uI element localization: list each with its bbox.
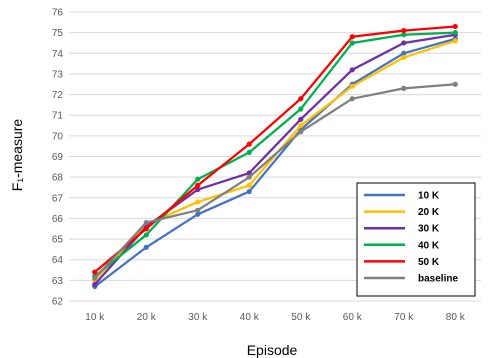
data-point — [452, 38, 458, 44]
x-tick-label: 20 k — [137, 312, 157, 323]
series-line — [94, 31, 456, 278]
x-tick-label: 80 k — [446, 312, 466, 323]
legend-label: 30 K — [418, 224, 440, 235]
data-point — [349, 67, 355, 73]
data-point — [195, 182, 201, 188]
gridlines — [69, 11, 481, 302]
legend: 10 K 20 K 30 K 40 K 50 K baseline — [356, 182, 476, 297]
data-point — [401, 27, 407, 34]
y-tick-label: 62 — [52, 297, 64, 308]
series-line — [93, 83, 456, 280]
x-tick-label: 70 k — [394, 312, 414, 323]
x-axis-title: Episode — [247, 342, 298, 358]
x-tick-label: 30 k — [188, 312, 208, 323]
y-tick-label: 69 — [52, 152, 64, 163]
y-tick-label: 63 — [52, 276, 64, 287]
data-point — [401, 32, 407, 38]
y-axis-ticks: 62 63 64 65 66 67 68 69 70 71 72 73 74 75 76 — [52, 8, 64, 308]
legend-label: 10 K — [418, 191, 440, 202]
data-point — [246, 188, 252, 195]
data-point — [195, 176, 201, 182]
data-point — [452, 30, 458, 36]
data-point — [195, 211, 201, 217]
y-tick-label: 75 — [52, 28, 64, 39]
legend-label: baseline — [418, 274, 458, 285]
series-lines — [92, 23, 458, 290]
data-point — [143, 232, 149, 238]
data-point — [143, 219, 149, 226]
x-tick-label: 10 k — [85, 312, 105, 323]
data-point — [246, 174, 252, 180]
data-point — [143, 244, 149, 250]
data-point — [246, 170, 252, 176]
data-point — [401, 50, 407, 56]
data-point — [195, 186, 201, 193]
y-tick-label: 72 — [52, 90, 64, 101]
data-point — [349, 96, 355, 102]
x-tick-label: 60 k — [343, 312, 363, 323]
x-tick-label: 50 k — [291, 312, 311, 323]
y-tick-label: 71 — [52, 111, 64, 122]
data-point — [298, 129, 304, 135]
data-point — [298, 122, 304, 129]
legend-label: 50 K — [418, 257, 440, 268]
x-tick-label: 40 k — [240, 312, 260, 323]
legend-label: 20 K — [418, 207, 440, 218]
y-tick-label: 65 — [52, 235, 64, 246]
y-axis-title: F₁-measure — [9, 119, 25, 192]
y-tick-label: 70 — [52, 131, 64, 142]
data-point — [92, 281, 98, 288]
y-tick-label: 73 — [52, 69, 64, 80]
data-point — [349, 40, 355, 46]
data-point — [298, 96, 304, 102]
y-tick-label: 64 — [52, 255, 64, 266]
y-tick-label: 67 — [52, 193, 64, 204]
data-point — [92, 269, 98, 275]
data-point — [298, 106, 304, 112]
data-point — [401, 85, 407, 91]
data-point — [298, 116, 304, 122]
series-line — [94, 37, 456, 288]
data-point — [195, 207, 201, 213]
x-axis-ticks: 10 k 20 k 30 k 40 k 50 k 60 k 70 k 80 k — [85, 312, 465, 323]
series-baseline — [92, 81, 458, 281]
data-point — [401, 54, 407, 61]
data-point — [349, 83, 355, 89]
y-tick-label: 66 — [52, 214, 64, 225]
data-point — [92, 275, 98, 281]
data-point — [246, 149, 252, 155]
data-point — [452, 23, 458, 30]
y-tick-label: 74 — [52, 49, 64, 60]
legend-label: 40 K — [418, 240, 440, 251]
data-point — [143, 226, 149, 232]
data-point — [401, 40, 407, 46]
data-point — [349, 34, 355, 40]
data-point — [195, 199, 201, 205]
data-point — [246, 141, 252, 147]
y-tick-label: 68 — [52, 173, 64, 184]
y-tick-label: 76 — [52, 8, 64, 19]
data-point — [452, 81, 458, 87]
data-point — [246, 182, 252, 188]
